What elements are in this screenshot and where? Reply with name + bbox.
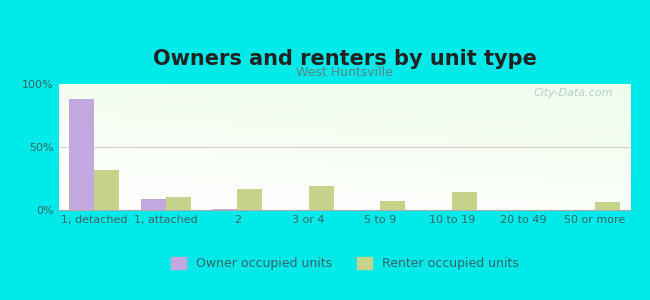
Bar [166,197,191,210]
Bar [212,209,237,210]
Bar [94,170,120,210]
Bar [595,202,620,210]
Bar [380,201,406,210]
Bar [69,99,94,210]
Title: Owners and renters by unit type: Owners and renters by unit type [153,49,536,69]
Text: City-Data.com: City-Data.com [534,88,614,98]
Bar [237,189,262,210]
Text: West Huntsville: West Huntsville [296,66,393,79]
Bar [309,186,334,210]
Legend: Owner occupied units, Renter occupied units: Owner occupied units, Renter occupied un… [166,251,523,275]
Bar [452,192,476,210]
Bar [140,199,166,210]
